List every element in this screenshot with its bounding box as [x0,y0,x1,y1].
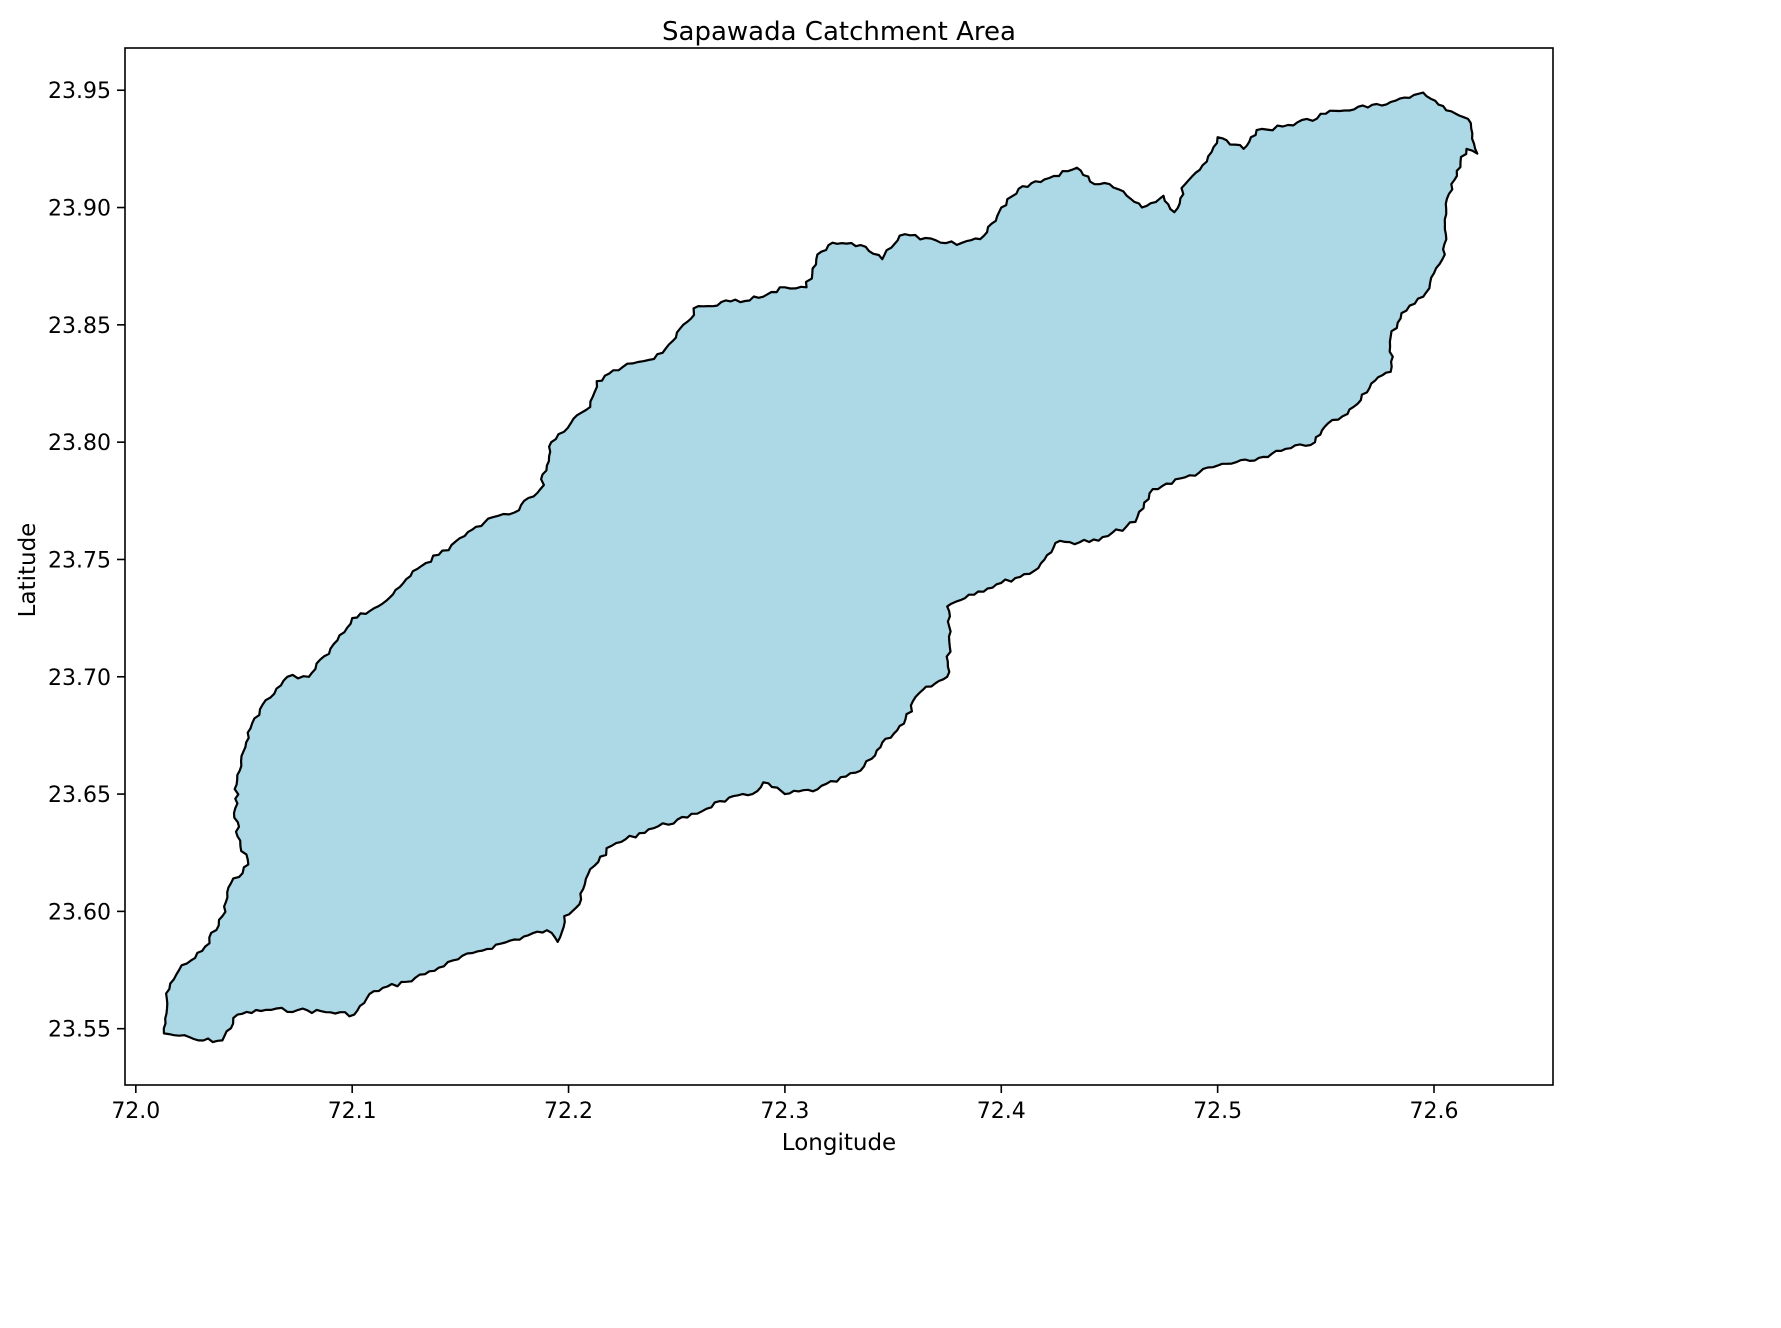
y-tick-label: 23.60 [48,900,111,925]
x-tick-label: 72.6 [1410,1099,1459,1124]
x-tick-label: 72.4 [977,1099,1026,1124]
y-tick-label: 23.65 [48,783,111,808]
x-tick-label: 72.1 [328,1099,377,1124]
chart-title: Sapawada Catchment Area [662,17,1016,47]
y-tick-label: 23.90 [48,197,111,222]
y-tick-label: 23.95 [48,79,111,104]
y-tick-label: 23.55 [48,1018,111,1043]
x-tick-label: 72.3 [760,1099,809,1124]
y-tick-label: 23.85 [48,314,111,339]
x-axis-ticks: 72.0 72.1 72.2 72.3 72.4 72.5 72.6 [111,1085,1458,1124]
y-tick-label: 23.70 [48,666,111,691]
y-tick-label: 23.75 [48,548,111,573]
y-axis-ticks: 23.55 23.60 23.65 23.70 23.75 23.80 23.85 23.90… [48,79,125,1043]
plot-area [162,91,1479,1044]
y-axis-label: Latitude [15,523,41,618]
x-tick-label: 72.5 [1193,1099,1242,1124]
catchment-polygon [162,91,1479,1044]
x-axis-label: Longitude [782,1130,896,1156]
x-tick-label: 72.2 [544,1099,593,1124]
x-tick-label: 72.0 [111,1099,160,1124]
y-tick-label: 23.80 [48,431,111,456]
plot-frame [124,47,1554,1086]
